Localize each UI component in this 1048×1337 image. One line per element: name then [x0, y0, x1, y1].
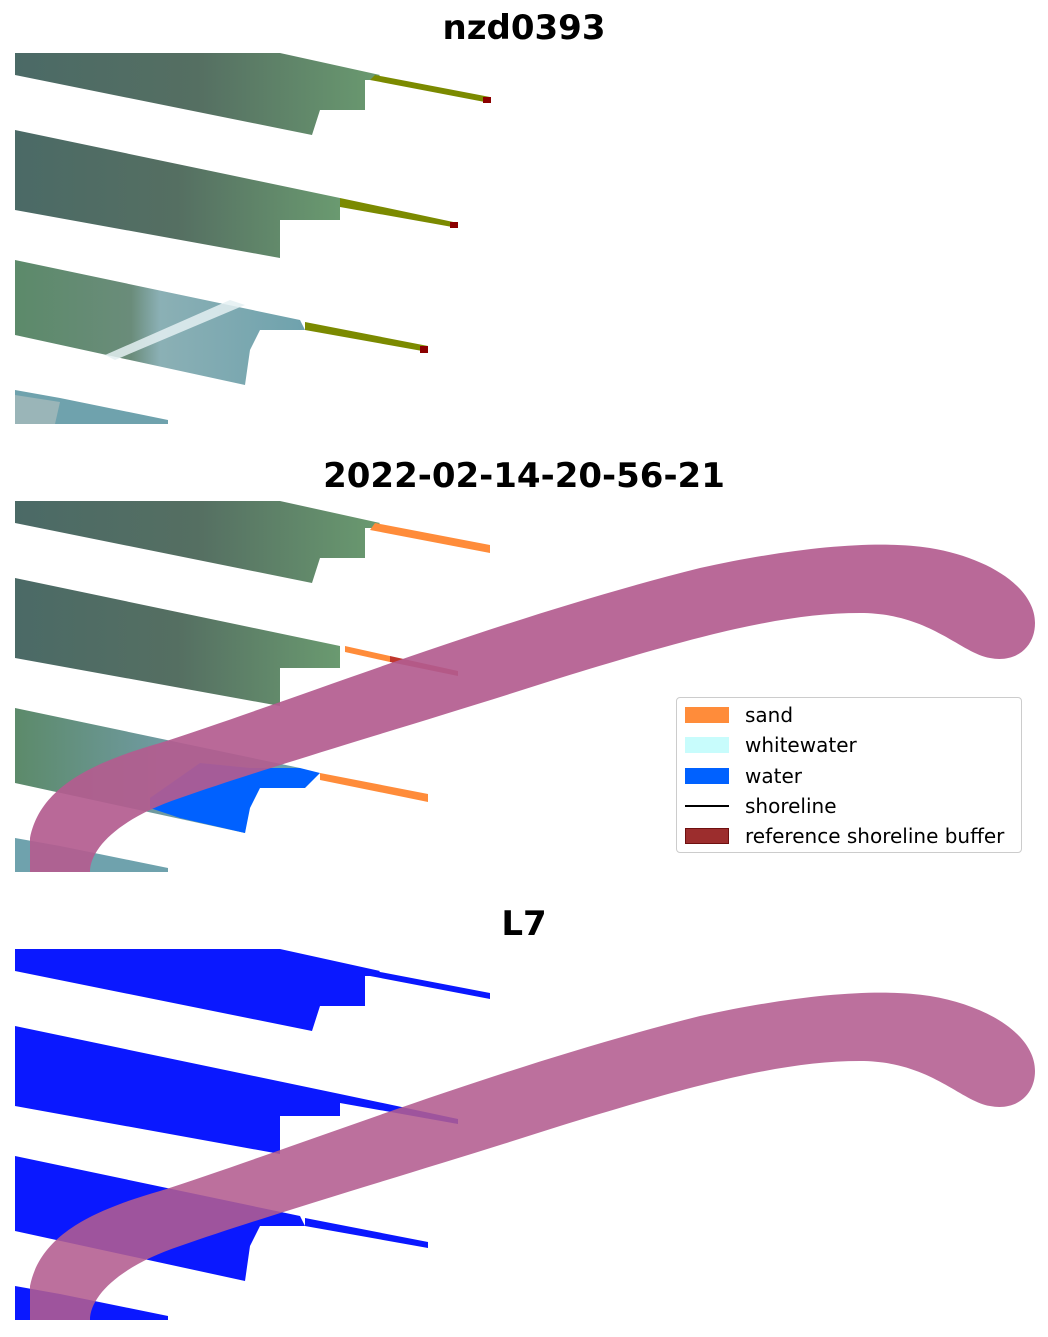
legend-item-shoreline: shoreline — [685, 794, 837, 818]
mask-tail — [370, 971, 490, 999]
legend-label: whitewater — [745, 733, 857, 757]
bottom-panel-image — [15, 949, 1035, 1320]
legend-label: water — [745, 764, 802, 788]
mask-tail — [305, 1218, 428, 1248]
top-panel-title: nzd0393 — [442, 8, 606, 48]
legend-item-sand: sand — [685, 703, 794, 727]
image-strip — [15, 501, 380, 583]
legend-item-water: water — [685, 764, 802, 788]
sand-strip — [305, 322, 428, 352]
legend-label: sand — [745, 703, 794, 727]
image-strip — [15, 578, 340, 706]
whitewater-swatch — [685, 737, 729, 753]
sand-strip — [345, 646, 390, 662]
image-strip — [15, 130, 340, 258]
mask-strip — [15, 949, 380, 1031]
whitewater-streak — [105, 300, 245, 360]
buffer-swatch — [685, 828, 729, 844]
image-strip — [15, 260, 305, 385]
sand-strip — [370, 75, 490, 103]
image-strip — [15, 53, 380, 135]
middle-panel-image — [15, 501, 1035, 872]
sand-strip — [320, 773, 428, 802]
sand-swatch — [685, 707, 729, 723]
mask-strip — [15, 1026, 340, 1154]
legend-label: reference shoreline buffer — [745, 824, 1005, 848]
legend: sand whitewater water shoreline referenc… — [676, 697, 1022, 853]
legend-item-whitewater: whitewater — [685, 733, 857, 757]
bottom-panel-title: L7 — [501, 904, 547, 944]
sand-strip — [370, 523, 490, 553]
reference-shoreline-buffer — [30, 992, 1035, 1320]
legend-label: shoreline — [745, 794, 837, 818]
shoreline-line-swatch — [685, 805, 729, 807]
reference-shoreline-buffer — [30, 544, 1035, 872]
legend-item-reference-buffer: reference shoreline buffer — [685, 824, 1005, 848]
middle-panel-title: 2022-02-14-20-56-21 — [323, 456, 725, 496]
water-swatch — [685, 768, 729, 784]
sand-strip — [340, 198, 458, 228]
top-panel-image — [15, 53, 491, 424]
